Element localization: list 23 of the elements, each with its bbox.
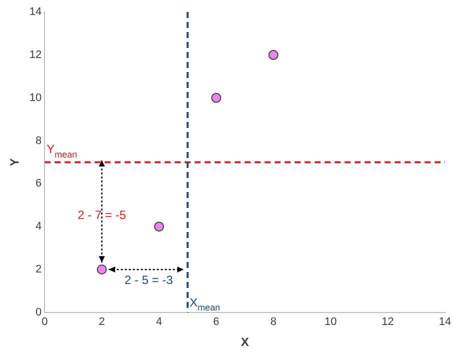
x-axis-title: X <box>240 335 249 350</box>
y-tick-label: 8 <box>36 134 42 147</box>
point <box>268 50 278 60</box>
y-tick-label: 6 <box>36 178 42 190</box>
x-tick-label: 12 <box>382 316 394 328</box>
annotation: 2 - 5 = -3 <box>124 272 174 287</box>
x-tick-label: 14 <box>438 316 452 328</box>
y-tick-label: 4 <box>36 220 42 233</box>
y-tick-label: 0 <box>36 306 42 318</box>
y-tick-label: 14 <box>29 6 42 18</box>
x-tick-label: 6 <box>213 316 220 328</box>
y-tick-label: 2 <box>36 264 42 276</box>
y-axis-title: Y <box>8 158 22 166</box>
x-tick-label: 8 <box>270 316 276 328</box>
y-tick-label: 12 <box>29 48 42 61</box>
x-tick-label: 4 <box>156 316 162 328</box>
point <box>96 264 107 274</box>
x-tick-label: 2 <box>98 316 105 328</box>
annotation: 2 - 7 = -5 <box>78 208 126 222</box>
x-tick-label: 10 <box>324 316 337 328</box>
point <box>211 92 222 103</box>
y-tick-label: 10 <box>29 92 42 104</box>
point <box>154 222 164 232</box>
